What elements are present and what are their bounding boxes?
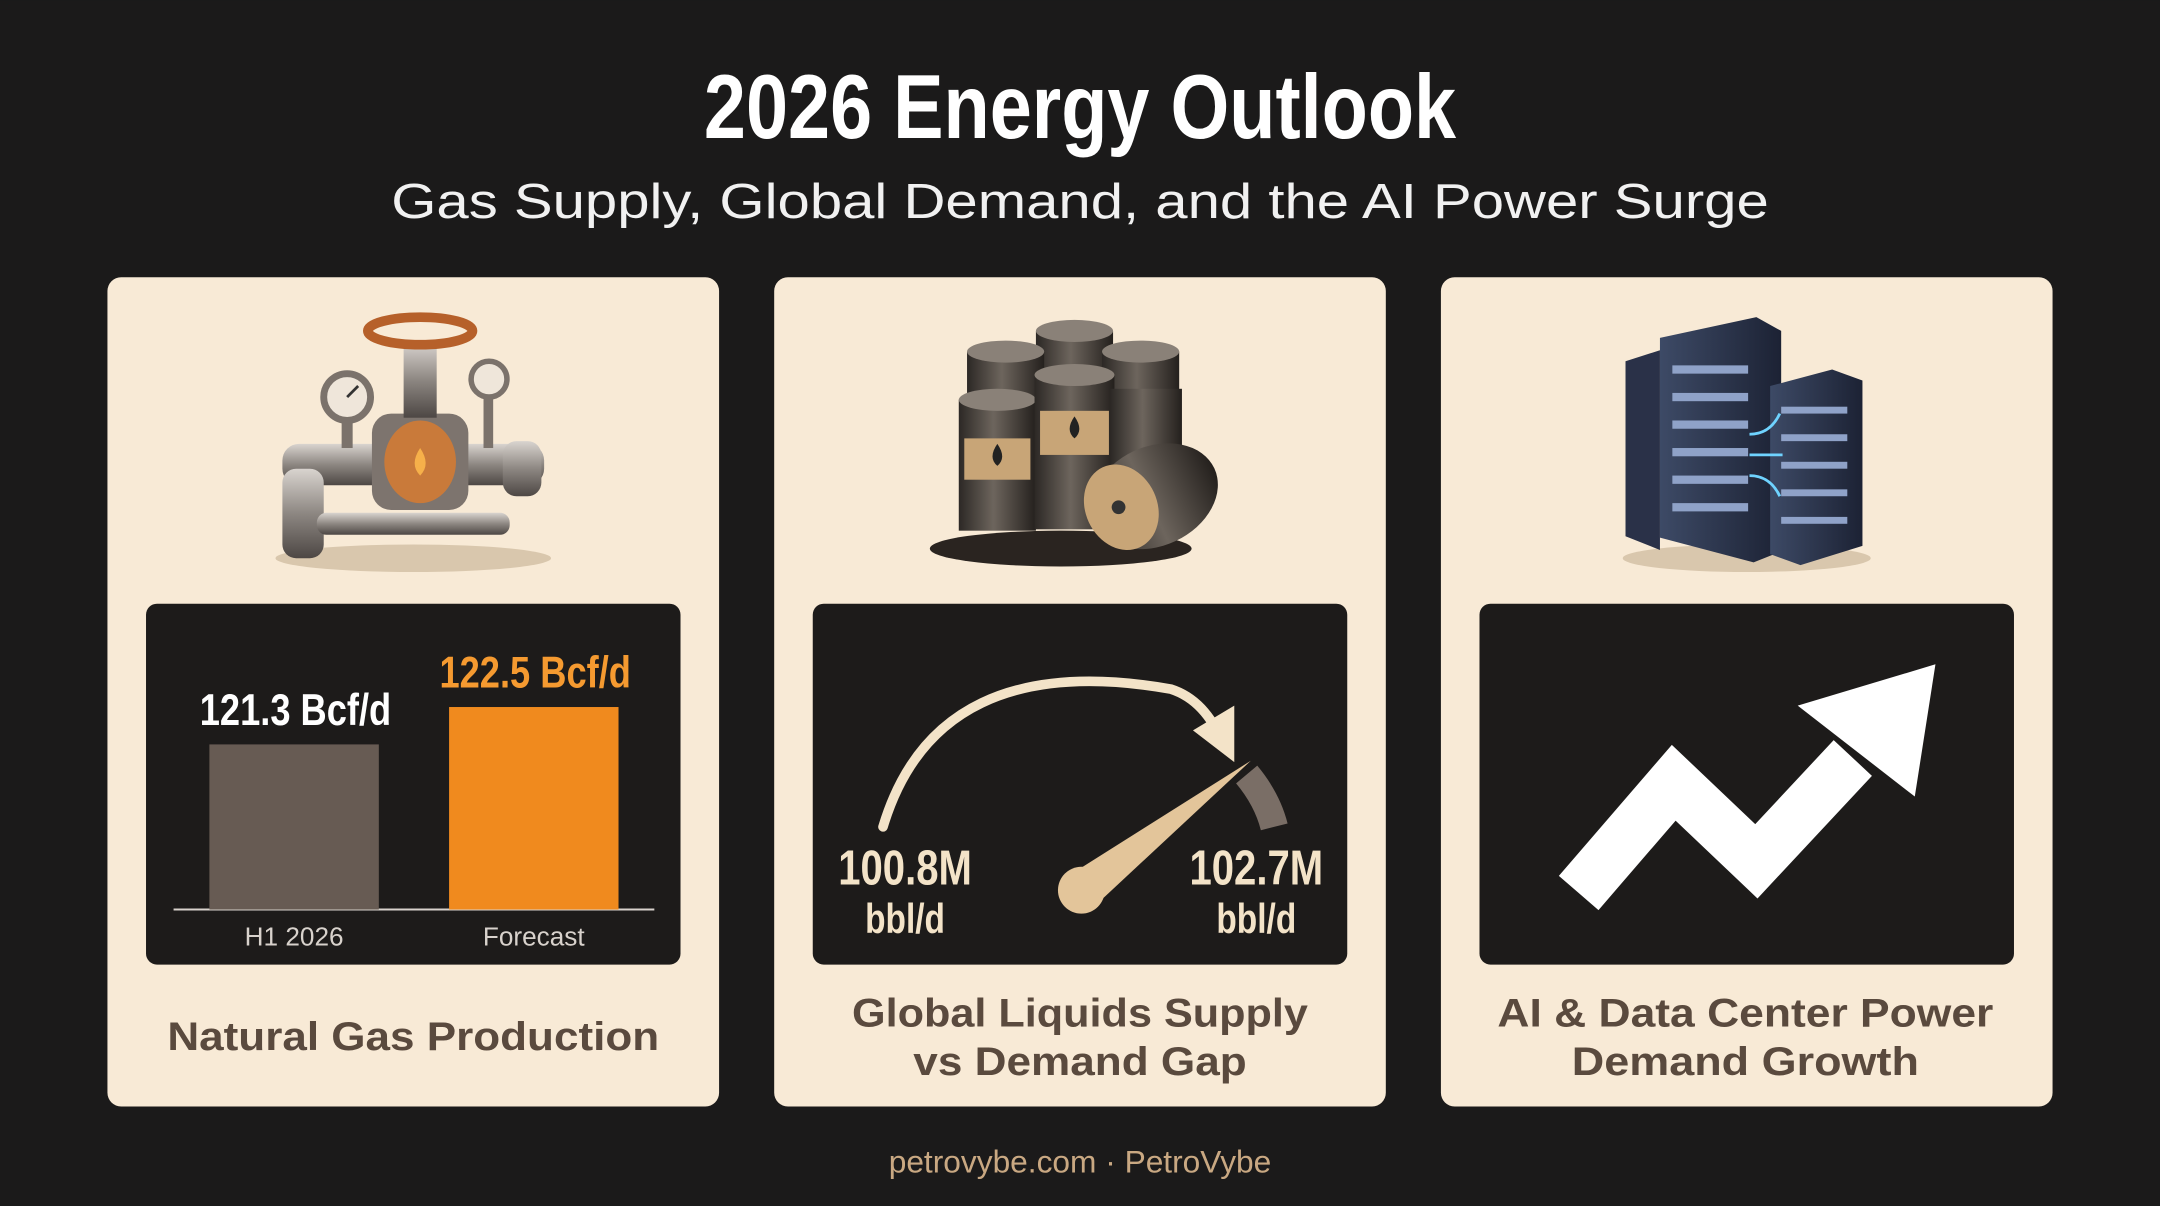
valve-icon: [275, 312, 552, 573]
card-title: AI & Data Center Power: [1497, 992, 1993, 1036]
card-title: Global Liquids Supply: [852, 992, 1308, 1036]
page-subtitle: Gas Supply, Global Demand, and the AI Po…: [391, 173, 1769, 229]
x-tick-label: Forecast: [483, 921, 585, 951]
bar: [449, 707, 619, 910]
card-title: Natural Gas Production: [167, 1015, 659, 1059]
card-title: vs Demand Gap: [913, 1040, 1246, 1084]
barrels-icon: [929, 319, 1218, 567]
gauge-panel: [812, 603, 1348, 965]
footer: petrovybe.com · PetroVybe: [889, 1144, 1272, 1180]
growth-arrow: [1558, 664, 1936, 911]
growth-panel: [1479, 603, 2014, 965]
gauge-start-unit: bbl/d: [865, 896, 945, 942]
page-title: 2026 Energy Outlook: [704, 57, 1456, 158]
gauge-end-value: 102.7M: [1190, 840, 1324, 896]
value-label: 121.3 Bcf/d: [200, 686, 391, 735]
bar: [209, 744, 379, 910]
x-tick-label: H1 2026: [245, 921, 344, 951]
card-title: Demand Growth: [1572, 1040, 1919, 1084]
gauge: [878, 676, 1288, 914]
gauge-start-value: 100.8M: [838, 840, 972, 896]
gauge-end-unit: bbl/d: [1216, 896, 1296, 942]
server-icon: [1622, 317, 1871, 573]
value-label: 122.5 Bcf/d: [439, 649, 630, 698]
